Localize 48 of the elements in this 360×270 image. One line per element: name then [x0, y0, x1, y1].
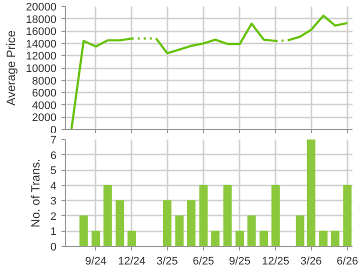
y-tick-label: 3 — [50, 196, 57, 208]
x-tick-label: 3/26 — [300, 256, 322, 268]
bar — [116, 200, 124, 246]
bar — [128, 230, 136, 246]
bar — [79, 215, 88, 246]
y-tick-label: 20000 — [26, 2, 57, 14]
bar — [223, 184, 232, 246]
x-tick-label: 12/25 — [262, 256, 290, 268]
bar — [187, 200, 196, 246]
bar — [211, 230, 220, 246]
bar — [306, 140, 316, 246]
y-tick-label: 2000 — [32, 112, 57, 124]
bar — [247, 215, 256, 246]
y-tick-label: 2 — [50, 210, 57, 223]
y-tick-label: 7 — [50, 134, 57, 146]
y-tick-label: 1 — [50, 226, 57, 238]
y-tick-label: 0 — [50, 242, 57, 254]
y-tick-label: 4 — [50, 180, 57, 192]
y-tick-label: 12000 — [26, 50, 57, 63]
bar — [343, 184, 352, 246]
x-tick-label: 6/25 — [192, 256, 214, 268]
bar — [296, 215, 304, 246]
bar — [271, 184, 280, 246]
y-tick-label: 16000 — [26, 26, 57, 38]
y-tick-label: 18000 — [26, 14, 57, 26]
y-tick-label: 10000 — [26, 63, 57, 75]
bar — [319, 230, 328, 246]
y-tick-label: 6 — [50, 150, 57, 162]
bar — [162, 200, 172, 246]
y-tick-label: 14000 — [26, 38, 57, 50]
bar — [260, 230, 268, 246]
bar — [175, 215, 184, 246]
x-tick-label: 6/26 — [336, 256, 358, 268]
y-tick-label: 8000 — [32, 75, 57, 88]
x-tick-label: 12/24 — [118, 256, 146, 268]
bar — [199, 184, 208, 246]
y-tick-label: 4000 — [32, 100, 57, 112]
bar — [330, 230, 340, 246]
x-tick-label: 9/25 — [229, 256, 250, 268]
x-tick-label: 9/24 — [85, 256, 107, 268]
bar — [236, 230, 244, 246]
bar — [103, 184, 112, 246]
y-axis-title: No. of Trans. — [28, 158, 42, 228]
y-tick-label: 5 — [50, 165, 57, 178]
bar — [92, 230, 100, 246]
x-tick-label: 3/25 — [156, 256, 178, 268]
y-axis-title: Average Price — [4, 30, 18, 106]
y-tick-label: 6000 — [32, 88, 57, 100]
